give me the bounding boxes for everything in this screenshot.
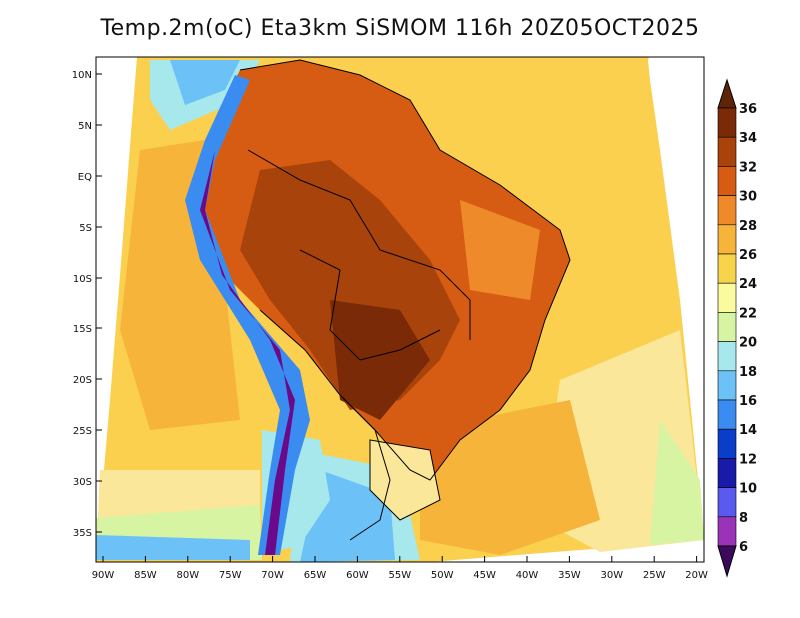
lon-tick-label: 85W [134, 570, 157, 581]
lon-tick-label: 40W [516, 570, 539, 581]
colorbar-label: 8 [739, 511, 748, 526]
lon-tick-label: 35W [558, 570, 581, 581]
lon-tick-label: 45W [473, 570, 496, 581]
colorbar-label: 24 [739, 277, 757, 292]
colorbar-bin [717, 428, 737, 459]
colorbar-label: 6 [739, 540, 748, 555]
land-northeast-warm [460, 200, 540, 300]
andes-cold-band [185, 75, 310, 555]
colorbar-label: 10 [739, 482, 757, 497]
lat-tick-label: 5N [78, 121, 92, 132]
colorbar-bin [717, 312, 737, 342]
andes-coldest-band [200, 150, 295, 555]
lon-tick-label: 20W [685, 570, 708, 581]
colorbar-bin [717, 253, 737, 284]
colorbar-bin [717, 516, 737, 547]
map-title: Temp.2m(oC) Eta3km SiSMOM 116h 20Z05OCT2… [100, 16, 700, 41]
lon-tick-label: 60W [346, 570, 369, 581]
colorbar-bin [717, 370, 737, 401]
colorbar-bin [717, 458, 737, 488]
colorbar-label: 32 [739, 160, 757, 175]
lat-tick-label: 15S [73, 324, 92, 335]
lat-tick-label: EQ [78, 172, 92, 183]
lat-tick-label: 30S [73, 477, 92, 488]
lon-tick-label: 65W [304, 570, 327, 581]
lat-tick-label: 10S [73, 274, 92, 285]
lon-tick-label: 80W [176, 570, 199, 581]
ocean-caribbean-mid [170, 60, 240, 105]
colorbar-label: 28 [739, 219, 757, 234]
latitude-axis: 10N 5N EQ 5S 10S 15S 20S 25S 30S 35S [72, 70, 102, 539]
colorbar-bin [717, 487, 737, 518]
land-hottest [330, 300, 430, 420]
lat-tick-label: 5S [79, 223, 92, 234]
lat-tick-label: 20S [73, 375, 92, 386]
lon-tick-label: 25W [643, 570, 666, 581]
colorbar-bin [717, 107, 737, 138]
ocean-far-east-green [650, 420, 704, 545]
colorbar-label: 36 [739, 102, 757, 117]
colorbar-label: 12 [739, 452, 757, 467]
lat-tick-label: 10N [72, 70, 92, 81]
colorbar-label: 16 [739, 394, 757, 409]
colorbar-label: 22 [739, 306, 757, 321]
lat-tick-label: 35S [73, 528, 92, 539]
colorbar-bin [717, 195, 737, 226]
country-borders [239, 59, 571, 541]
colorbar-label: 14 [739, 423, 757, 438]
lon-tick-label: 55W [388, 570, 411, 581]
lon-tick-label: 30W [600, 570, 623, 581]
lon-tick-label: 75W [219, 570, 242, 581]
longitude-axis: 90W 85W 80W 75W 70W 65W 60W 55W 50W 45W 40W 35W 30W 2… [92, 556, 708, 581]
colorbar-bin [717, 341, 737, 372]
lon-tick-label: 50W [431, 570, 454, 581]
colorbar-bin [717, 282, 737, 313]
colorbar-bin [717, 399, 737, 430]
lon-tick-label: 90W [92, 570, 115, 581]
lat-tick-label: 25S [73, 426, 92, 437]
lon-tick-label: 70W [261, 570, 284, 581]
colorbar-label: 34 [739, 131, 757, 146]
colorbar-label: 20 [739, 336, 757, 351]
map-frame [95, 56, 705, 563]
colorbar-label: 26 [739, 248, 757, 263]
colorbar-label: 18 [739, 365, 757, 380]
colorbar-high-arrow [717, 78, 737, 109]
land-south-mild [370, 440, 440, 520]
colorbar: 36 34 32 30 28 26 24 22 20 18 16 14 12 10 8 6 [717, 78, 757, 578]
colorbar-label: 30 [739, 190, 757, 205]
colorbar-low-arrow [717, 545, 737, 578]
colorbar-bin [717, 136, 737, 167]
colorbar-bin [717, 224, 737, 255]
colorbar-bin [717, 166, 737, 196]
ocean-pacific-band2 [96, 535, 250, 560]
ocean-warm-south [420, 400, 600, 555]
